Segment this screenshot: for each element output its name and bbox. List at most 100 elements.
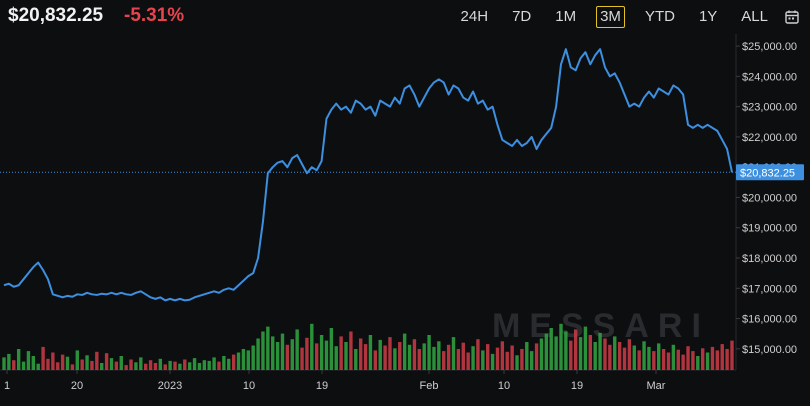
price-chart: MESSARI $15,000.00 $16,000.00 $17,000.00 $1… bbox=[0, 34, 804, 392]
volume-bar bbox=[114, 361, 119, 370]
volume-bar bbox=[378, 339, 382, 370]
volume-bar bbox=[442, 351, 446, 370]
volume-bar bbox=[158, 358, 163, 370]
price-change-percent: -5.31% bbox=[124, 5, 185, 26]
volume-bar bbox=[231, 354, 236, 370]
x-tick-label: Feb bbox=[420, 380, 439, 392]
volume-bar bbox=[705, 352, 710, 370]
volume-bar bbox=[529, 351, 534, 370]
volume-bar bbox=[417, 349, 421, 370]
x-tick-label: 10 bbox=[243, 380, 255, 392]
volume-bar bbox=[192, 358, 197, 370]
volume-bar bbox=[31, 356, 36, 370]
volume-bar bbox=[710, 346, 715, 370]
calendar-icon[interactable] bbox=[784, 9, 800, 25]
volume-bar bbox=[549, 328, 553, 370]
volume-bar bbox=[559, 323, 563, 370]
x-tick-label: 19 bbox=[316, 380, 328, 392]
volume-bar bbox=[222, 356, 226, 370]
volume-bar bbox=[305, 337, 309, 370]
volume-bar bbox=[90, 360, 94, 370]
range-7d-button[interactable]: 7D bbox=[512, 8, 532, 25]
volume-bar bbox=[613, 336, 617, 370]
range-3m-button[interactable]: 3M bbox=[596, 6, 625, 28]
volume-bar bbox=[266, 326, 270, 370]
volume-bar bbox=[569, 340, 573, 370]
volume-bar bbox=[373, 350, 378, 370]
range-all-button[interactable]: ALL bbox=[741, 8, 768, 25]
range-24h-button[interactable]: 24H bbox=[460, 8, 489, 25]
range-ytd-button[interactable]: YTD bbox=[644, 8, 675, 25]
volume-bar bbox=[671, 344, 676, 370]
volume-bar bbox=[56, 362, 60, 370]
range-1y-button[interactable]: 1Y bbox=[698, 8, 718, 25]
volume-bar bbox=[407, 344, 412, 370]
volume-bar bbox=[388, 337, 392, 370]
volume-bar bbox=[402, 333, 407, 370]
y-tick-label: $25,000.00 bbox=[742, 41, 797, 53]
price-line bbox=[3, 48, 733, 302]
range-1m-button[interactable]: 1M bbox=[555, 8, 577, 25]
volume-bar bbox=[334, 346, 338, 370]
volume-bar bbox=[368, 335, 373, 370]
volume-bar bbox=[725, 349, 729, 370]
volume-bar bbox=[187, 362, 192, 370]
volume-bar bbox=[100, 363, 104, 370]
volume-bar bbox=[2, 357, 6, 370]
volume-bar bbox=[632, 345, 636, 370]
volume-bar bbox=[349, 331, 353, 370]
volume-bar bbox=[398, 342, 402, 370]
volume-bar bbox=[134, 362, 138, 370]
volume-bar bbox=[720, 344, 724, 370]
volume-bar bbox=[471, 346, 475, 370]
volume-bar bbox=[295, 329, 299, 370]
volume-bar bbox=[481, 350, 485, 370]
volume-bar bbox=[173, 361, 177, 370]
y-tick-label: $19,000.00 bbox=[742, 223, 797, 235]
current-price: $20,832.25 bbox=[8, 5, 104, 26]
volume-bar bbox=[339, 336, 343, 370]
volume-bar bbox=[715, 350, 720, 370]
y-tick-label: $22,000.00 bbox=[742, 132, 797, 144]
y-tick-label: $18,000.00 bbox=[742, 253, 797, 265]
volume-bar bbox=[696, 356, 700, 370]
volume-bar bbox=[495, 347, 500, 370]
volume-bar bbox=[676, 349, 680, 370]
volume-bar bbox=[588, 335, 593, 370]
volume-bar bbox=[217, 361, 221, 370]
volume-bar bbox=[324, 340, 329, 370]
volume-bar bbox=[119, 356, 123, 370]
volume-bar bbox=[700, 348, 705, 370]
volume-bar bbox=[681, 354, 685, 370]
volume-bar bbox=[227, 358, 231, 370]
volume-bar bbox=[534, 343, 539, 370]
volume-bar bbox=[657, 343, 661, 370]
volume-bar bbox=[466, 352, 470, 370]
volume-bar bbox=[446, 344, 451, 370]
volume-bar bbox=[139, 357, 143, 370]
volume-bar bbox=[554, 336, 558, 370]
volume-bar bbox=[51, 352, 55, 370]
volume-bar bbox=[251, 345, 255, 370]
volume-bar bbox=[383, 345, 387, 370]
volume-bar bbox=[583, 326, 588, 370]
volume-bar bbox=[7, 353, 11, 370]
y-tick-label: $23,000.00 bbox=[742, 102, 797, 114]
volume-bar bbox=[256, 338, 260, 370]
volume-bar bbox=[129, 359, 133, 370]
volume-bar bbox=[505, 351, 509, 370]
volume-bar bbox=[520, 349, 524, 370]
volume-bar bbox=[290, 339, 294, 370]
volume-bar bbox=[310, 323, 314, 370]
volume-bar bbox=[578, 337, 583, 370]
x-tick-label: 19 bbox=[571, 380, 583, 392]
volume-bar bbox=[319, 335, 324, 370]
volume-bar bbox=[500, 341, 505, 370]
x-tick-label: Mar bbox=[647, 380, 666, 392]
volume-bar bbox=[36, 363, 40, 370]
volume-bar bbox=[432, 346, 436, 370]
volume-bar bbox=[241, 349, 246, 370]
x-tick-label: 20 bbox=[71, 380, 83, 392]
volume-bar bbox=[437, 341, 441, 370]
volume-bar bbox=[358, 338, 363, 370]
